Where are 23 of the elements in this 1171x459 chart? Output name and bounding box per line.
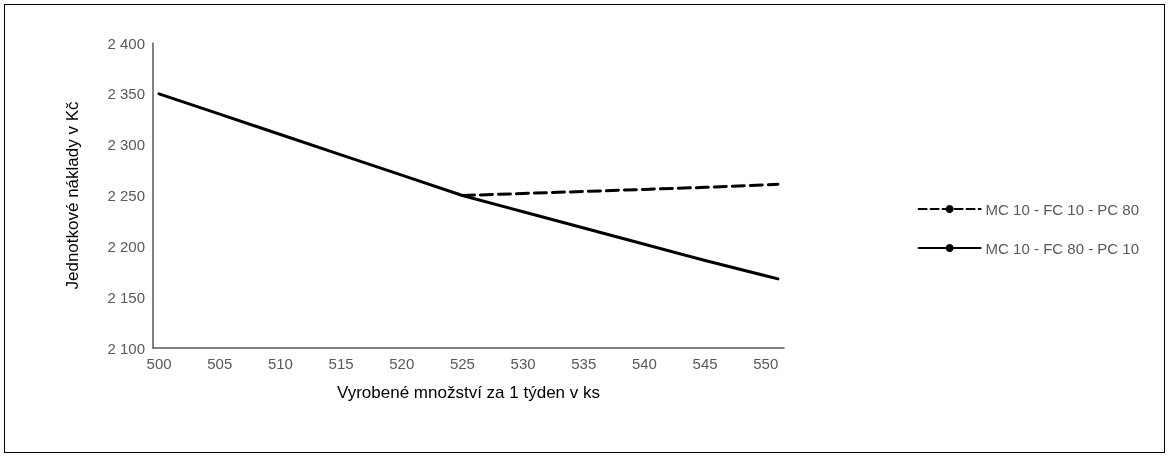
- x-tick-label: 550: [753, 355, 779, 372]
- x-tick-label: 505: [207, 355, 233, 372]
- y-tick-label: 2 350: [107, 85, 145, 103]
- x-tick-label: 515: [328, 355, 354, 372]
- x-tick-label: 510: [267, 355, 293, 372]
- x-tick-label: 530: [510, 355, 536, 372]
- x-tick-label: 520: [389, 355, 415, 372]
- x-tick-label: 525: [449, 355, 475, 372]
- x-tick-label: 535: [571, 355, 597, 372]
- y-tick-label: 2 250: [107, 187, 145, 204]
- y-axis-title: Jednotkové náklady v Kč: [63, 100, 82, 290]
- y-tick-label: 2 200: [107, 237, 145, 255]
- x-axis-title: Vyrobené množství za 1 týden v ks: [337, 383, 600, 402]
- y-tick-label: 2 400: [107, 34, 145, 52]
- x-tick-label: 500: [146, 355, 172, 372]
- legend-label: MC 10 - FC 10 - PC 80: [985, 200, 1140, 218]
- legend-label: MC 10 - FC 80 - PC 10: [985, 239, 1140, 257]
- y-tick-label: 2 150: [107, 288, 145, 306]
- x-tick-label: 540: [631, 355, 657, 372]
- line-series: [157, 92, 780, 281]
- y-tick-label: 2 300: [107, 136, 145, 154]
- y-tick-label: 2 100: [107, 339, 145, 357]
- x-tick-label: 545: [692, 355, 718, 372]
